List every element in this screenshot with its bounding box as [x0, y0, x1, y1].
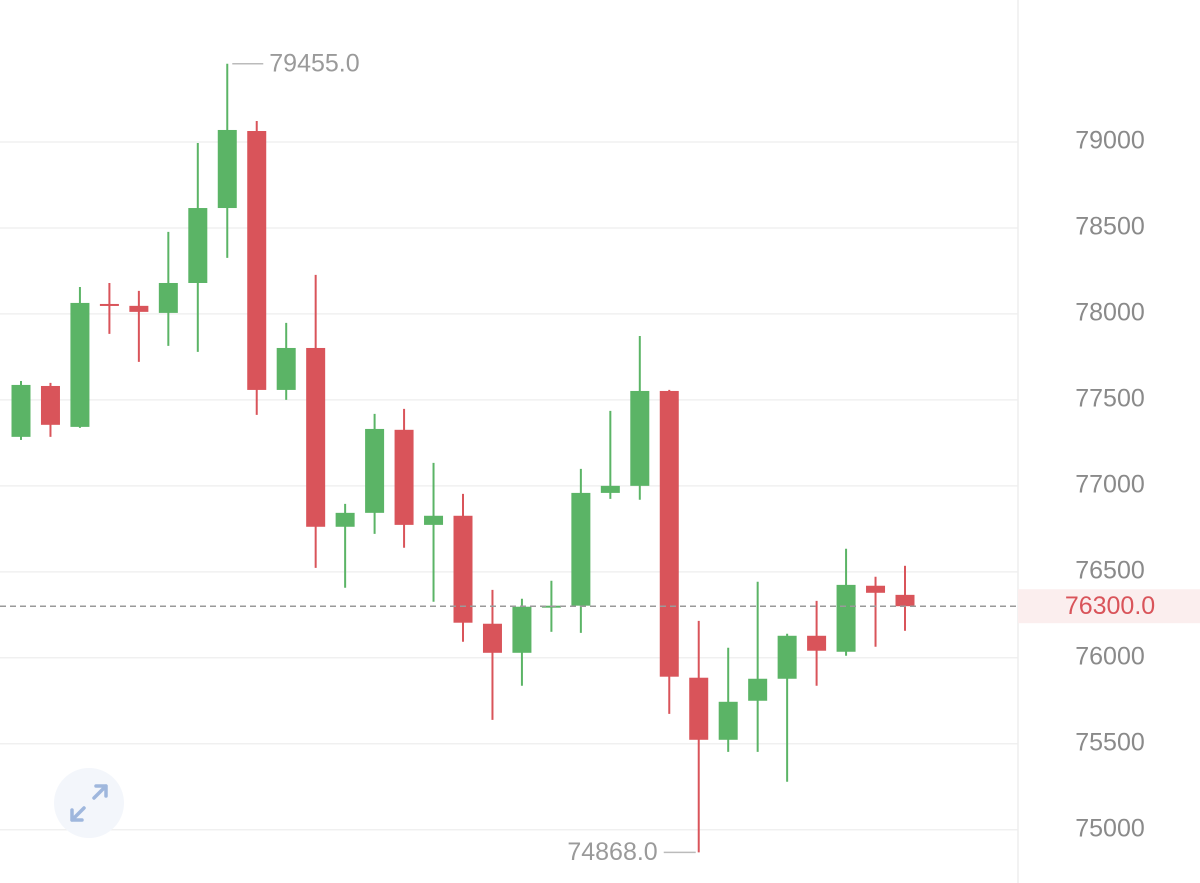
candle-body	[365, 428, 385, 513]
candle-body	[276, 347, 296, 390]
y-tick-label: 75000	[1075, 814, 1145, 842]
candle-body	[600, 485, 620, 493]
candle-body	[630, 390, 650, 486]
candle-body	[40, 385, 60, 425]
candle-body	[247, 131, 267, 390]
candle-body	[836, 584, 856, 652]
expand-button-bg	[54, 768, 124, 838]
y-tick-label: 76500	[1075, 556, 1145, 584]
candle-body	[394, 429, 414, 525]
expand-button[interactable]	[54, 768, 124, 838]
candle-body	[453, 515, 473, 623]
candle-body	[748, 678, 768, 701]
y-tick-label: 78500	[1075, 213, 1145, 241]
max-label: 79455.0	[269, 49, 359, 77]
candle-body	[689, 677, 709, 740]
candle-body	[70, 302, 90, 427]
candle-body	[659, 390, 679, 677]
y-tick-label: 77500	[1075, 385, 1145, 413]
expand-icon	[70, 784, 108, 822]
y-tick-label: 79000	[1075, 127, 1145, 155]
y-tick-label: 78000	[1075, 299, 1145, 327]
y-tick-label: 75500	[1075, 728, 1145, 756]
candle-body	[807, 635, 827, 651]
candle-body	[188, 208, 208, 283]
candle-body	[777, 635, 797, 679]
candle-body	[895, 594, 915, 607]
candle-body	[99, 303, 119, 306]
candle-body	[217, 129, 237, 209]
candle-body	[129, 305, 149, 312]
candle-body	[11, 384, 31, 437]
candle-body	[424, 515, 444, 525]
y-tick-label: 77000	[1075, 470, 1145, 498]
candle-body	[158, 282, 178, 313]
candle-body	[335, 512, 355, 527]
candle-body	[482, 623, 502, 653]
candle-body	[512, 606, 532, 653]
min-label: 74868.0	[567, 838, 657, 866]
last-price-tag	[1018, 589, 1200, 624]
y-tick-label: 76000	[1075, 642, 1145, 670]
last-price-label: 76300.0	[1065, 592, 1155, 620]
candle-body	[571, 492, 591, 606]
candle-body	[718, 701, 738, 740]
candle-body	[866, 585, 886, 593]
candle-body	[306, 347, 326, 527]
